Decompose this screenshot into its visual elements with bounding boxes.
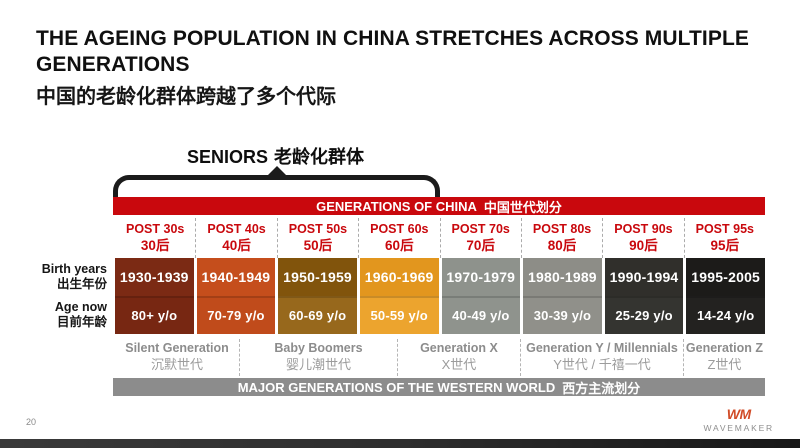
generation-column-header: POST 95s 95后 (685, 218, 765, 258)
age-now-cell: 70-79 y/o (196, 296, 276, 334)
china-generations-banner: GENERATIONS OF CHINA 中国世代划分 (113, 197, 765, 215)
bottom-bar (0, 439, 800, 448)
generation-column-header: POST 50s 50后 (278, 218, 360, 258)
generation-header-en: POST 60s (370, 222, 429, 236)
wavemaker-logo-name: WAVEMAKER (703, 423, 774, 433)
age-now-cell: 80+ y/o (115, 296, 194, 334)
generation-header-en: POST 50s (288, 222, 348, 236)
birth-years-cell: 1995-2005 (686, 258, 765, 296)
birth-years-cell: 1940-1949 (196, 258, 276, 296)
age-now-label-cn: 目前年龄 (56, 315, 107, 329)
birth-years-row-label: Birth years 出生年份 (0, 258, 110, 296)
western-generation-label-en: Baby Boomers (274, 341, 363, 355)
western-generation-section: Silent Generation 沉默世代 (115, 339, 240, 376)
birth-years-cell: 1950-1959 (278, 258, 357, 296)
western-generation-label-cn: X世代 (441, 357, 477, 372)
generation-column-header: POST 90s 90后 (603, 218, 685, 258)
western-generation-section: Generation Y / Millennials Y世代 / 千禧一代 (521, 339, 684, 376)
generation-column-header: POST 70s 70后 (441, 218, 522, 258)
generation-header-en: POST 30s (126, 222, 185, 236)
china-banner-label-en: GENERATIONS OF CHINA (316, 198, 477, 214)
generation-header-cn: 80后 (547, 238, 577, 253)
generation-header-cn: 70后 (466, 238, 495, 253)
generation-header-cn: 60后 (385, 238, 414, 253)
generation-header-cn: 90后 (629, 238, 658, 253)
generation-header-en: POST 40s (207, 222, 266, 236)
birth-years-label-cn: 出生年份 (56, 277, 107, 291)
china-banner-label-cn: 中国世代划分 (483, 199, 562, 215)
china-generations-header-row: POST 30s 30后 POST 40s 40后 POST 50s 50后 POST 60… (115, 218, 765, 258)
birth-years-row: 1930-1939 1940-1949 1950-1959 1960-1969 1970… (115, 258, 765, 296)
birth-years-cell: 1930-1939 (115, 258, 194, 296)
seniors-callout-label: SENIORS 老龄化群体 (187, 143, 364, 169)
western-generation-label-cn: Y世代 / 千禧一代 (553, 357, 651, 372)
western-generation-section: Generation Z Z世代 (684, 339, 765, 376)
generation-column-header: POST 30s 30后 (115, 218, 197, 258)
generation-header-cn: 50后 (303, 238, 333, 253)
age-now-cell: 30-39 y/o (523, 296, 602, 334)
page-number: 20 (26, 417, 37, 427)
western-banner-label-en: MAJOR GENERATIONS OF THE WESTERN WORLD (237, 379, 556, 395)
western-generations-row: Silent Generation 沉默世代 Baby Boomers 婴儿潮世代 Ge… (115, 339, 765, 376)
generation-header-cn: 95后 (710, 238, 740, 253)
western-generation-label-en: Generation Z (685, 341, 763, 355)
birth-years-label-en: Birth years (41, 262, 107, 276)
birth-years-cell: 1990-1994 (604, 258, 684, 296)
western-banner-label-cn: 西方主流划分 (562, 380, 641, 396)
age-now-cell: 60-69 y/o (278, 296, 357, 334)
western-generation-label-cn: Z世代 (707, 357, 742, 372)
western-generation-label-en: Generation X (420, 341, 498, 355)
generation-column-header: POST 40s 40后 (196, 218, 278, 258)
western-generation-section: Generation X X世代 (398, 339, 521, 376)
generation-header-cn: 40后 (222, 238, 251, 253)
western-generation-section: Baby Boomers 婴儿潮世代 (240, 339, 398, 376)
generation-header-en: POST 90s (614, 222, 673, 236)
birth-years-cell: 1970-1979 (441, 258, 521, 296)
age-now-row-label: Age now 目前年龄 (0, 296, 110, 334)
slide-title: THE AGEING POPULATION IN CHINA STRETCHES… (36, 26, 749, 78)
western-generation-label-cn: 沉默世代 (150, 357, 203, 372)
age-now-label-en: Age now (54, 300, 107, 314)
age-now-cell: 40-49 y/o (441, 296, 521, 334)
wavemaker-logo-mark: WM (726, 406, 751, 422)
slide-title-line-2: GENERATIONS (36, 53, 190, 76)
generation-header-en: POST 80s (532, 222, 592, 236)
generation-column-header: POST 60s 60后 (359, 218, 441, 258)
birth-years-cell: 1960-1969 (359, 258, 439, 296)
generation-header-cn: 30后 (140, 238, 170, 253)
seniors-label-cn: 老龄化群体 (274, 147, 365, 167)
seniors-bracket (113, 166, 440, 197)
wavemaker-logo: WM WAVEMAKER (703, 407, 774, 433)
seniors-label-en: SENIORS (187, 147, 269, 167)
slide-title-line-1: THE AGEING POPULATION IN CHINA STRETCHES… (36, 27, 750, 50)
generation-header-en: POST 95s (695, 222, 754, 236)
table-row-labels: Birth years 出生年份 Age now 目前年龄 (0, 258, 110, 334)
age-now-cell: 14-24 y/o (686, 296, 765, 334)
western-world-banner: MAJOR GENERATIONS OF THE WESTERN WORLD 西… (113, 378, 765, 396)
age-now-cell: 25-29 y/o (604, 296, 684, 334)
western-generation-label-en: Silent Generation (125, 341, 229, 355)
age-now-cell: 50-59 y/o (359, 296, 439, 334)
slide-subtitle-chinese: 中国的老龄化群体跨越了多个代际 (36, 86, 336, 108)
western-generation-label-en: Generation Y / Millennials (526, 341, 678, 355)
bracket-arrow-up-icon (268, 166, 286, 175)
age-now-row: 80+ y/o 70-79 y/o 60-69 y/o 50-59 y/o 40-49 … (115, 296, 765, 334)
birth-years-cell: 1980-1989 (523, 258, 602, 296)
generation-column-header: POST 80s 80后 (522, 218, 604, 258)
western-generation-label-cn: 婴儿潮世代 (285, 357, 351, 372)
generation-header-en: POST 70s (451, 222, 510, 236)
